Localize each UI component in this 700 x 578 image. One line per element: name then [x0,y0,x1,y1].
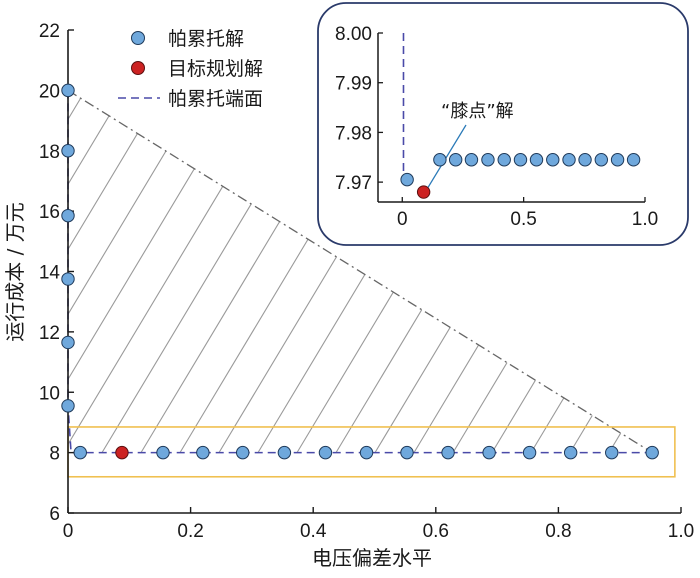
x-tick-label: 0.2 [177,521,203,542]
pareto-point [400,445,414,460]
inset-pareto-point [610,153,625,167]
inset-pareto-point [448,153,463,167]
inset-y-tick-label: 8.00 [335,24,372,45]
inset-knee-point [416,185,431,199]
y-axis-title: 运行成本 / 万元 [3,202,27,341]
inset-x-ticks: 0 0.5 1.0 [397,197,658,230]
inset-x-tick-label: 0 [397,209,408,230]
legend-label-goal: 目标规划解 [168,58,263,80]
inset-pareto-point [562,153,576,167]
inset-y-tick-label: 7.99 [335,74,372,95]
pareto-point [73,445,87,460]
hatch-line [687,93,700,453]
inset-annotation-leader [427,124,467,189]
x-tick-label: 1.0 [668,521,694,542]
pareto-point [522,445,537,460]
hatch-line [68,92,124,453]
pareto-point [441,445,455,460]
pareto-point [236,445,250,460]
pareto-point [645,445,659,460]
inset-y-tick-label: 7.98 [335,123,372,144]
pareto-point [156,445,170,460]
inset-pareto-point [513,153,528,167]
hatch-line [68,92,202,453]
inset-pareto-point [546,153,560,167]
y-tick-label: 8 [49,444,60,465]
pareto-point [61,83,75,98]
inset-pareto-point [481,153,495,167]
pareto-point [196,445,210,460]
pareto-point [277,445,292,460]
x-tick-label: 0.8 [545,521,571,542]
inset-pareto-point [497,153,511,167]
inset-points [400,153,641,199]
hatch-line [68,92,163,453]
hatch-line [101,92,319,453]
inset-pareto-point [400,172,414,187]
pareto-points [61,83,659,460]
legend-label-front: 帕累托端面 [168,88,263,110]
pareto-point [61,399,75,413]
dominated-region-boundary [67,89,653,454]
y-tick-label: 18 [39,142,60,163]
goal-point [115,445,129,460]
pareto-point [61,335,75,350]
pareto-point [563,445,578,460]
hatch-line [68,92,280,453]
pareto-point [482,445,496,460]
y-tick-label: 16 [39,202,60,223]
inset-pareto-point [578,153,592,167]
legend-marker-goal [131,61,145,75]
inset-x-tick-label: 1.0 [632,209,658,230]
pareto-point [61,272,75,286]
x-axis-title: 电压偏差水平 [312,546,432,570]
x-tick-label: 0.6 [423,521,449,542]
y-tick-label: 12 [39,323,60,344]
pareto-point [359,445,374,460]
pareto-point [61,144,75,158]
x-tick-label: 0.4 [300,521,327,542]
inset-y-tick-label: 7.97 [335,173,372,194]
inset-pareto-point [529,153,544,167]
y-tick-label: 10 [39,383,60,404]
inset-x-tick-label: 0.5 [510,209,536,230]
pareto-point [318,445,333,460]
y-tick-label: 14 [39,263,61,284]
inset-pareto-point [594,153,609,167]
x-ticks: 0 0.2 0.4 0.6 0.8 1.0 [63,507,694,542]
inset-annotation: “膝点”解 [441,101,514,122]
legend: 帕累托解 目标规划解 帕累托端面 [118,28,263,110]
y-tick-label: 6 [49,504,60,525]
pareto-point [605,445,619,460]
y-tick-label: 22 [39,21,60,42]
inset-pareto-point [464,153,479,167]
y-tick-label: 20 [39,81,60,102]
legend-label-pareto: 帕累托解 [168,28,244,50]
inset-pareto-point [626,153,641,167]
inset-pareto-point [433,153,447,167]
y-ticks: 6 8 10 12 14 16 18 20 22 [39,21,74,525]
inset-y-ticks: 7.97 7.98 7.99 8.00 [335,24,383,194]
legend-marker-pareto [131,31,145,45]
inset-panel: 0 0.5 1.0 7.97 7.98 7.99 8.00 “膝点”解 [317,2,689,246]
pareto-point [61,208,75,223]
x-tick-label: 0 [63,521,74,542]
